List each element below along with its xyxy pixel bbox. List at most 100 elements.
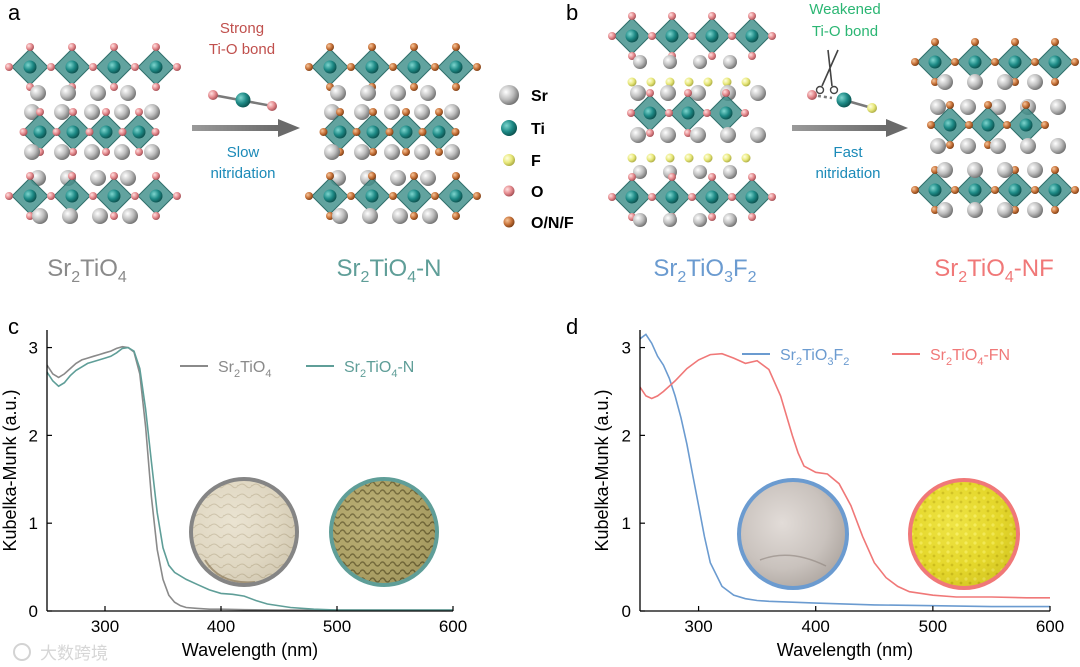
sr-atom bbox=[997, 202, 1013, 218]
svg-text:Sr: Sr bbox=[531, 88, 548, 105]
equatorial-anion-atom bbox=[473, 63, 481, 71]
sr-atom bbox=[723, 165, 737, 179]
apical-anion-atom bbox=[708, 52, 716, 60]
sr-atom bbox=[90, 85, 106, 101]
sr-atom bbox=[354, 104, 370, 120]
apical-anion-atom bbox=[1051, 78, 1059, 86]
f-atom bbox=[665, 77, 675, 87]
series-line-sr2tio3f2 bbox=[640, 333, 1050, 608]
panel-c-chart: c 300 400 500 600 0 1 2 3 Wavelength (nm) Kubelka… bbox=[0, 314, 467, 660]
apical-anion-atom bbox=[410, 212, 418, 220]
sr-atom bbox=[360, 85, 376, 101]
strong-bond-label-line1: Strong bbox=[220, 20, 264, 37]
ti-atom bbox=[625, 29, 639, 43]
sr-atom bbox=[1020, 138, 1036, 154]
ti-o-bond-broken-molecule-b bbox=[807, 90, 877, 113]
equatorial-anion-atom bbox=[927, 121, 935, 129]
sr-atom bbox=[693, 213, 707, 227]
apical-anion-atom bbox=[435, 108, 443, 116]
equatorial-anion-atom bbox=[703, 109, 711, 117]
legend-item-sr: Sr bbox=[499, 85, 548, 105]
sr-atom-icon bbox=[499, 85, 519, 105]
reaction-arrow-b bbox=[792, 119, 908, 137]
panel-b: b Weakened Ti-O bond Fast nitridation Sr… bbox=[566, 0, 1079, 286]
legend-item-f: F bbox=[503, 153, 541, 170]
y-tick-label: 2 bbox=[622, 426, 631, 445]
sr-atom bbox=[354, 144, 370, 160]
apical-anion-atom bbox=[135, 148, 143, 156]
equatorial-anion-atom bbox=[389, 63, 397, 71]
sr-atom bbox=[444, 144, 460, 160]
ti-atom bbox=[365, 60, 379, 74]
apical-anion-atom bbox=[1022, 101, 1030, 109]
sr-atom bbox=[60, 85, 76, 101]
ti-atom bbox=[928, 55, 942, 69]
sr-atom bbox=[24, 104, 40, 120]
y-axis-label: Kubelka-Munk (a.u.) bbox=[592, 389, 612, 551]
sr-atom bbox=[990, 138, 1006, 154]
legend-item-ti: Ti bbox=[501, 120, 545, 138]
sr-atom bbox=[420, 170, 436, 186]
y-tick-label: 0 bbox=[622, 602, 631, 621]
sr-atom bbox=[392, 208, 408, 224]
f-atom bbox=[703, 77, 713, 87]
sr-atom bbox=[390, 170, 406, 186]
apical-anion-atom bbox=[369, 108, 377, 116]
equatorial-anion-atom bbox=[1041, 121, 1049, 129]
sr-atom bbox=[384, 104, 400, 120]
sr-atom bbox=[967, 74, 983, 90]
sr-atom bbox=[114, 144, 130, 160]
equatorial-anion-atom bbox=[131, 63, 139, 71]
apical-anion-atom bbox=[435, 148, 443, 156]
ti-atom bbox=[407, 189, 421, 203]
svg-text:Ti: Ti bbox=[531, 121, 545, 138]
equatorial-anion-atom bbox=[319, 128, 328, 136]
sr-atom bbox=[84, 144, 100, 160]
f-atom bbox=[722, 153, 732, 163]
ti-atom bbox=[943, 118, 957, 132]
x-tick-label: 500 bbox=[919, 617, 947, 636]
apical-anion-atom bbox=[748, 12, 756, 20]
apical-anion-atom bbox=[326, 172, 334, 180]
strong-bond-label-line2: Ti-O bond bbox=[209, 41, 275, 58]
weakened-bond-label-line1: Weakened bbox=[809, 1, 880, 18]
equatorial-anion-atom bbox=[173, 192, 181, 200]
apical-anion-atom bbox=[748, 173, 756, 181]
f-atom bbox=[665, 153, 675, 163]
sr-atom bbox=[723, 55, 737, 69]
sr-atom bbox=[84, 104, 100, 120]
apical-anion-atom bbox=[646, 89, 654, 97]
sr-atom bbox=[30, 85, 46, 101]
apical-anion-atom bbox=[708, 12, 716, 20]
crystal-structure-sr2tio4-nf bbox=[911, 38, 1079, 218]
ti-atom bbox=[407, 60, 421, 74]
f-atom bbox=[684, 77, 694, 87]
sr-atom bbox=[444, 104, 460, 120]
equatorial-anion-atom bbox=[389, 192, 397, 200]
x-tick-label: 400 bbox=[802, 617, 830, 636]
equatorial-anion-atom bbox=[608, 193, 616, 201]
weakened-bond-label-line2: Ti-O bond bbox=[812, 23, 878, 40]
ti-atom bbox=[719, 106, 733, 120]
sample-photo-sr2tio3f2 bbox=[737, 478, 849, 590]
equatorial-anion-atom bbox=[47, 192, 55, 200]
sr-atom bbox=[144, 144, 160, 160]
f-atom bbox=[722, 77, 732, 87]
ti-atom bbox=[449, 60, 463, 74]
apical-anion-atom bbox=[708, 173, 716, 181]
ti-atom bbox=[1008, 55, 1022, 69]
x-axis-label: Wavelength (nm) bbox=[777, 640, 913, 660]
apical-anion-atom bbox=[69, 148, 77, 156]
ti-atom bbox=[323, 60, 337, 74]
equatorial-anion-atom bbox=[911, 186, 919, 194]
equatorial-anion-atom bbox=[688, 193, 696, 201]
sr-atom bbox=[663, 213, 677, 227]
equatorial-anion-atom bbox=[1031, 58, 1039, 66]
sr-atom bbox=[960, 138, 976, 154]
apical-anion-atom bbox=[26, 43, 34, 51]
o-atom-icon bbox=[503, 185, 515, 197]
equatorial-anion-atom bbox=[5, 192, 13, 200]
chart-d-plot: 300 400 500 600 0 1 2 3 Wavelength (nm) Kubelka-M… bbox=[592, 330, 1064, 660]
sr-atom bbox=[633, 213, 647, 227]
ti-atom bbox=[107, 60, 121, 74]
